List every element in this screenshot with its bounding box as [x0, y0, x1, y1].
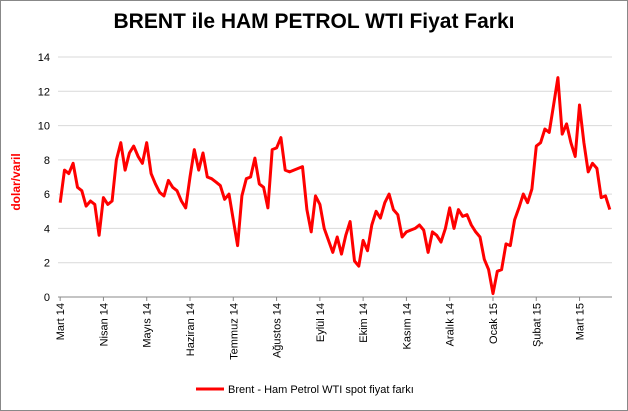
- y-tick-label: 12: [38, 86, 50, 98]
- x-tick-label: Şubat 15: [531, 303, 543, 347]
- legend-label: Brent - Ham Petrol WTI spot fiyat farkı: [228, 384, 414, 396]
- data-line: [58, 76, 612, 296]
- y-tick-label: 8: [44, 155, 50, 167]
- chart-title: BRENT ile HAM PETROL WTI Fiyat Farkı: [114, 10, 515, 33]
- x-tick-label: Aralık 14: [445, 303, 457, 346]
- y-tick-label: 14: [38, 52, 50, 64]
- x-tick-label: Ağustos 14: [272, 303, 284, 358]
- x-tick-label: Ocak 15: [488, 303, 500, 344]
- x-tick-label: Temmuz 14: [228, 303, 240, 360]
- x-tick-label: Eylül 14: [315, 303, 327, 342]
- y-tick-label: 4: [44, 223, 50, 235]
- y-axis-label: dolar/varil: [9, 153, 23, 210]
- x-tick-label: Mayıs 14: [142, 303, 154, 348]
- x-tick-label: Mart 14: [55, 303, 67, 340]
- x-tick-label: Ekim 14: [358, 303, 370, 343]
- y-tick-label: 6: [44, 189, 50, 201]
- y-tick-label: 2: [44, 258, 50, 270]
- y-tick-label: 0: [44, 292, 50, 304]
- x-tick-label: Kasım 14: [401, 303, 413, 349]
- x-tick-label: Mart 15: [575, 303, 587, 340]
- x-tick-label: Haziran 14: [185, 303, 197, 356]
- y-tick-label: 10: [38, 121, 50, 133]
- x-tick-label: Nisan 14: [98, 303, 110, 346]
